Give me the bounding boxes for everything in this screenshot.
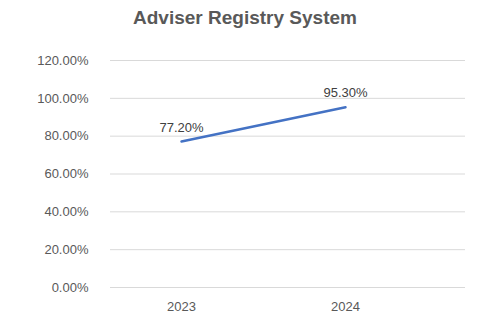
svg-text:20.00%: 20.00%	[44, 242, 89, 257]
svg-text:60.00%: 60.00%	[44, 166, 89, 181]
svg-text:2024: 2024	[331, 299, 360, 314]
html-text:Adviser Registry System: Adviser Registry System	[133, 7, 357, 28]
svg-text:40.00%: 40.00%	[44, 204, 89, 219]
svg-text:80.00%: 80.00%	[44, 128, 89, 143]
svg-text:120.00%: 120.00%	[37, 53, 89, 68]
svg-text:77.20%: 77.20%	[159, 120, 204, 135]
svg-text:2023: 2023	[167, 299, 196, 314]
svg-text:95.30%: 95.30%	[323, 85, 368, 100]
svg-text:0.00%: 0.00%	[52, 280, 89, 295]
svg-text:100.00%: 100.00%	[37, 90, 89, 105]
